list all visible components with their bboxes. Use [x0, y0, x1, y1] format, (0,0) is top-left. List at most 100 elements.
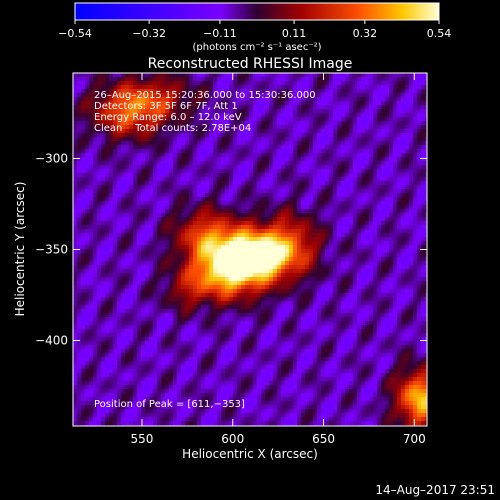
heatmap-cell — [301, 249, 306, 254]
heatmap-cell — [305, 117, 310, 122]
heatmap-cell — [173, 101, 178, 106]
heatmap-cell — [297, 113, 302, 118]
heatmap-cell — [265, 253, 270, 258]
heatmap-cell — [181, 117, 186, 122]
heatmap-cell — [269, 273, 274, 278]
heatmap-cell — [261, 85, 266, 90]
heatmap-cell — [93, 233, 98, 238]
heatmap-cell — [233, 77, 238, 82]
heatmap-cell — [405, 181, 410, 186]
heatmap-cell — [205, 265, 210, 270]
heatmap-cell — [385, 81, 390, 86]
heatmap-cell — [145, 89, 150, 94]
heatmap-cell — [125, 133, 130, 138]
heatmap-cell — [361, 117, 366, 122]
heatmap-cell — [369, 293, 374, 298]
heatmap-cell — [89, 73, 94, 78]
heatmap-cell — [377, 85, 382, 90]
heatmap-cell — [409, 261, 414, 266]
heatmap-cell — [393, 161, 398, 166]
heatmap-cell — [145, 73, 150, 78]
heatmap-cell — [401, 81, 406, 86]
heatmap-cell — [273, 221, 278, 226]
heatmap-cell — [225, 217, 230, 222]
heatmap-cell — [425, 101, 427, 106]
heatmap-cell — [97, 225, 102, 230]
heatmap-cell — [205, 229, 210, 234]
heatmap-cell — [221, 157, 226, 162]
heatmap-cell — [201, 237, 206, 242]
heatmap-cell — [401, 129, 406, 134]
heatmap-cell — [141, 221, 146, 226]
heatmap-cell — [289, 233, 294, 238]
heatmap-cell — [205, 237, 210, 242]
heatmap-cell — [401, 121, 406, 126]
heatmap-cell — [305, 101, 310, 106]
heatmap-cell — [245, 145, 250, 150]
heatmap-cell — [165, 117, 170, 122]
heatmap-cell — [129, 129, 134, 134]
heatmap-cell — [349, 169, 354, 174]
heatmap-cell — [409, 277, 414, 282]
heatmap-cell — [265, 273, 270, 278]
heatmap-cell — [173, 177, 178, 182]
heatmap-cell — [425, 269, 427, 274]
heatmap-cell — [149, 221, 154, 226]
heatmap-cell — [209, 229, 214, 234]
heatmap-cell — [213, 249, 218, 254]
heatmap-cell — [361, 165, 366, 170]
heatmap-cell — [421, 221, 426, 226]
heatmap-cell — [221, 89, 226, 94]
heatmap-cell — [413, 153, 418, 158]
heatmap-cell — [401, 197, 406, 202]
heatmap-cell — [161, 293, 166, 298]
heatmap-cell — [417, 261, 422, 266]
heatmap-cell — [181, 153, 186, 158]
heatmap-cell — [345, 89, 350, 94]
heatmap-cell — [77, 189, 82, 194]
heatmap-cell — [397, 273, 402, 278]
heatmap-cell — [413, 157, 418, 162]
heatmap-cell — [185, 101, 190, 106]
heatmap-cell — [261, 157, 266, 162]
heatmap-cell — [297, 145, 302, 150]
heatmap-cell — [277, 289, 282, 294]
heatmap-cell — [401, 97, 406, 102]
heatmap-cell — [93, 261, 98, 266]
heatmap-cell — [149, 185, 154, 190]
heatmap-cell — [205, 289, 210, 294]
heatmap-cell — [389, 221, 394, 226]
heatmap-cell — [177, 129, 182, 134]
heatmap-cell — [185, 177, 190, 182]
heatmap-cell — [117, 253, 122, 258]
heatmap-cell — [373, 153, 378, 158]
heatmap-cell — [125, 249, 130, 254]
heatmap-cell — [93, 165, 98, 170]
heatmap-cell — [305, 149, 310, 154]
heatmap-cell — [205, 81, 210, 86]
heatmap-cell — [289, 253, 294, 258]
heatmap-cell — [181, 181, 186, 186]
heatmap-cell — [77, 133, 82, 138]
heatmap-cell — [189, 193, 194, 198]
heatmap-cell — [97, 269, 102, 274]
heatmap-cell — [161, 277, 166, 282]
heatmap-cell — [185, 277, 190, 282]
heatmap-cell — [221, 165, 226, 170]
heatmap-cell — [165, 189, 170, 194]
heatmap-cell — [289, 117, 294, 122]
heatmap-cell — [337, 229, 342, 234]
heatmap-cell — [149, 173, 154, 178]
heatmap-cell — [129, 117, 134, 122]
heatmap-cell — [229, 289, 234, 294]
heatmap-cell — [137, 213, 142, 218]
heatmap-cell — [197, 233, 202, 238]
heatmap-cell — [177, 209, 182, 214]
heatmap-cell — [133, 109, 138, 114]
heatmap-cell — [233, 277, 238, 282]
heatmap-cell — [381, 133, 386, 138]
heatmap-cell — [125, 177, 130, 182]
heatmap-cell — [169, 109, 174, 114]
heatmap-cell — [397, 85, 402, 90]
heatmap-cell — [353, 289, 358, 294]
